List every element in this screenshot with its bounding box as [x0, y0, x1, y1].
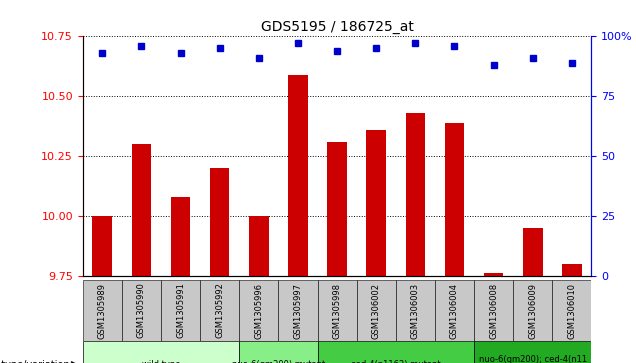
- Bar: [474, 280, 513, 341]
- Bar: [357, 280, 396, 341]
- Bar: [317, 341, 474, 363]
- Bar: [406, 113, 425, 276]
- Text: ced-4(n1162) mutant: ced-4(n1162) mutant: [351, 360, 441, 363]
- Bar: [366, 130, 386, 276]
- Bar: [552, 280, 591, 341]
- Bar: [239, 280, 279, 341]
- Bar: [239, 341, 317, 363]
- Text: GSM1305998: GSM1305998: [333, 282, 342, 339]
- Text: nuo-6(qm200); ced-4(n11
62) double mutant: nuo-6(qm200); ced-4(n11 62) double mutan…: [479, 355, 587, 363]
- Bar: [288, 75, 308, 276]
- Bar: [317, 280, 357, 341]
- Bar: [328, 142, 347, 276]
- Text: GSM1306009: GSM1306009: [529, 282, 537, 339]
- Text: wild type: wild type: [142, 360, 180, 363]
- Bar: [132, 144, 151, 276]
- Bar: [484, 273, 504, 276]
- Bar: [562, 264, 582, 276]
- Bar: [513, 280, 552, 341]
- Text: GSM1305996: GSM1305996: [254, 282, 263, 339]
- Text: GSM1305992: GSM1305992: [215, 282, 224, 338]
- Text: GSM1305989: GSM1305989: [98, 282, 107, 339]
- Bar: [279, 280, 317, 341]
- Text: GSM1305997: GSM1305997: [293, 282, 303, 339]
- Bar: [170, 197, 190, 276]
- Text: GSM1306010: GSM1306010: [567, 282, 576, 339]
- Title: GDS5195 / 186725_at: GDS5195 / 186725_at: [261, 20, 413, 34]
- Text: GSM1305990: GSM1305990: [137, 282, 146, 338]
- Bar: [396, 280, 435, 341]
- Bar: [83, 280, 122, 341]
- Bar: [523, 228, 543, 276]
- Text: GSM1305991: GSM1305991: [176, 282, 185, 338]
- Bar: [249, 216, 268, 276]
- Bar: [435, 280, 474, 341]
- Bar: [210, 168, 230, 276]
- Bar: [92, 216, 112, 276]
- Text: GSM1306008: GSM1306008: [489, 282, 498, 339]
- Text: GSM1306003: GSM1306003: [411, 282, 420, 339]
- Bar: [122, 280, 161, 341]
- Text: genotype/variation: genotype/variation: [0, 360, 70, 363]
- Bar: [83, 341, 239, 363]
- Text: GSM1306002: GSM1306002: [371, 282, 381, 339]
- Bar: [200, 280, 239, 341]
- Bar: [445, 123, 464, 276]
- Bar: [161, 280, 200, 341]
- Text: nuo-6(qm200) mutant: nuo-6(qm200) mutant: [232, 360, 325, 363]
- Text: GSM1306004: GSM1306004: [450, 282, 459, 339]
- Bar: [474, 341, 591, 363]
